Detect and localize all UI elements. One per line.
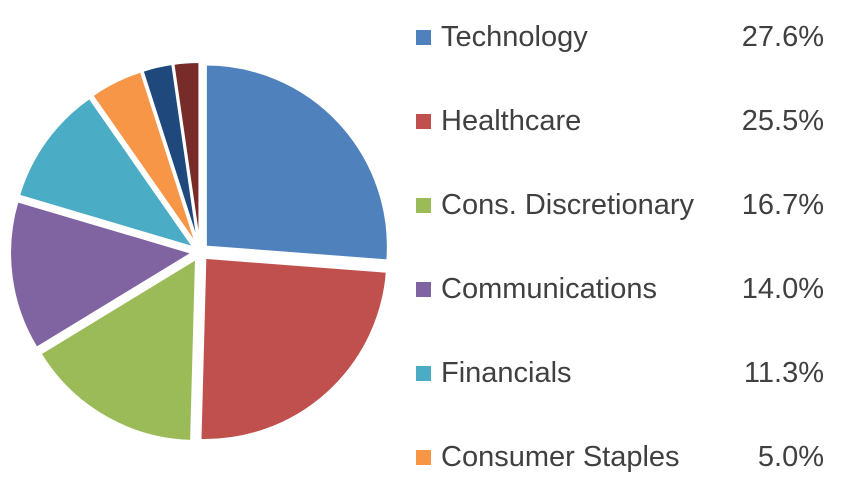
legend-label: Consumer Staples <box>441 440 680 473</box>
pie-chart <box>9 61 389 442</box>
legend-label: Technology <box>441 20 588 53</box>
legend-label: Cons. Discretionary <box>441 188 695 221</box>
legend-swatch <box>416 113 431 129</box>
legend-item-cons-discretionary: Cons. Discretionary 16.7% <box>410 185 830 225</box>
legend-item-healthcare: Healthcare 25.5% <box>410 101 830 141</box>
legend-value: 14.0% <box>741 272 824 305</box>
legend-swatch <box>416 449 431 465</box>
legend-value: 25.5% <box>741 104 824 137</box>
legend: Technology 27.6% Healthcare 25.5% Cons. Disc… <box>410 0 850 495</box>
legend-value: 16.7% <box>741 188 824 221</box>
legend-swatch <box>416 29 431 45</box>
pie-slice-consumer-staples <box>91 70 198 246</box>
legend-item-financials: Financials 11.3% <box>410 353 830 393</box>
legend-value: 11.3% <box>743 356 824 389</box>
legend-item-consumer-staples: Consumer Staples 5.0% <box>410 437 830 477</box>
pie-slice-financials <box>17 96 196 250</box>
pie-slice-other-7 <box>172 61 201 245</box>
pie-slice-cons-discretionary <box>39 257 198 442</box>
legend-swatch <box>416 281 431 297</box>
legend-value: 27.6% <box>741 20 824 53</box>
legend-label: Healthcare <box>441 104 582 137</box>
legend-label: Financials <box>441 356 572 389</box>
pie-slice-technology <box>204 63 389 262</box>
legend-value: 5.0% <box>757 440 824 473</box>
legend-label: Communications <box>441 272 657 305</box>
pie-slice-communications <box>9 200 195 350</box>
legend-swatch <box>416 197 431 213</box>
legend-swatch <box>416 365 431 381</box>
legend-item-communications: Communications 14.0% <box>410 269 830 309</box>
legend-item-technology: Technology 27.6% <box>410 17 830 57</box>
pie-slice-healthcare <box>199 256 388 441</box>
pie-slice-other-6 <box>141 62 200 245</box>
